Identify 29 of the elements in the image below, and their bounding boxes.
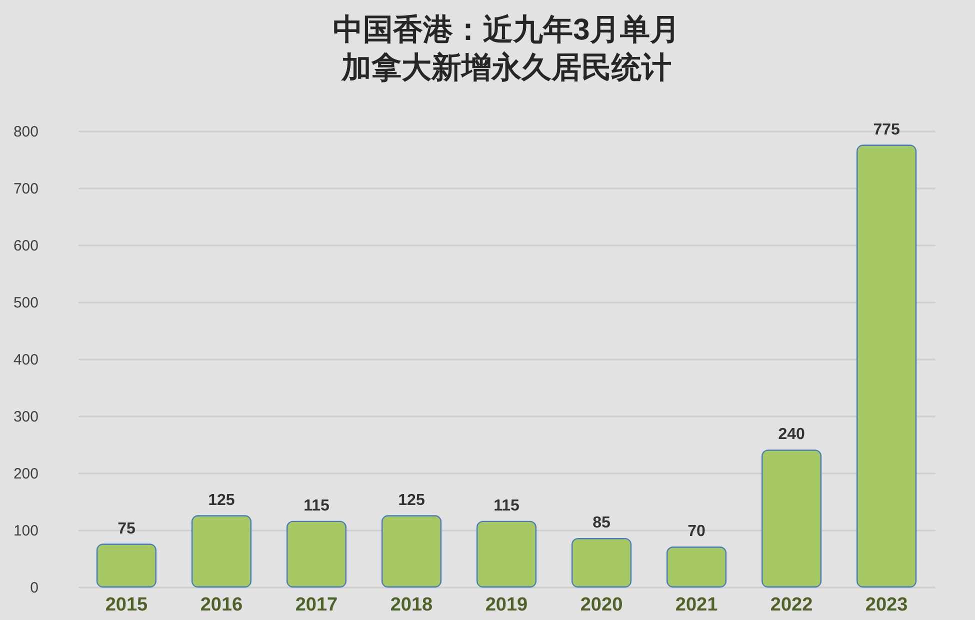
data-label: 240 bbox=[778, 426, 805, 444]
data-label: 775 bbox=[873, 121, 900, 138]
x-tick-label: 2020 bbox=[580, 594, 623, 616]
y-tick-label: 0 bbox=[30, 580, 38, 596]
x-tick-label: 2021 bbox=[675, 594, 718, 616]
x-tick-label: 2017 bbox=[295, 594, 338, 616]
y-tick-label: 100 bbox=[13, 522, 38, 540]
x-tick-label: 2018 bbox=[390, 594, 433, 616]
chart-subtitle: 加拿大新增永久居民统计 bbox=[340, 50, 672, 84]
data-label: 70 bbox=[688, 523, 706, 540]
data-label: 75 bbox=[118, 520, 136, 538]
y-tick-label: 800 bbox=[13, 124, 38, 140]
data-label: 115 bbox=[494, 497, 520, 514]
x-tick-label: 2022 bbox=[770, 594, 813, 616]
data-label: 85 bbox=[592, 514, 611, 532]
y-tick-label: 400 bbox=[13, 352, 38, 368]
y-tick-label: 700 bbox=[13, 180, 38, 198]
y-tick-label: 600 bbox=[13, 238, 38, 254]
y-tick-label: 200 bbox=[13, 466, 38, 482]
data-label: 125 bbox=[208, 492, 235, 509]
x-tick-label: 2016 bbox=[200, 594, 243, 616]
data-label: 115 bbox=[304, 497, 330, 514]
data-label: 125 bbox=[398, 492, 425, 509]
y-tick-label: 500 bbox=[13, 294, 38, 312]
x-tick-label: 2023 bbox=[865, 594, 908, 616]
x-tick-label: 2019 bbox=[485, 594, 528, 616]
y-tick-label: 300 bbox=[13, 408, 38, 426]
chart-title: 中国香港：近九年3月单月 bbox=[333, 13, 680, 46]
x-tick-label: 2015 bbox=[105, 594, 148, 616]
